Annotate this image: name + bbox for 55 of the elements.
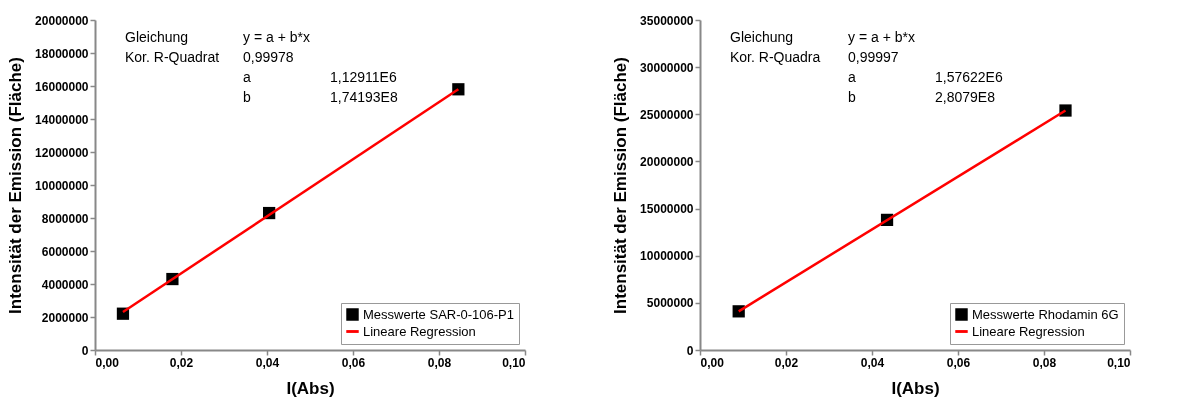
x-tick-label: 0,06 xyxy=(946,355,971,370)
y-tick-label: 35000000 xyxy=(640,13,694,28)
x-tick-label: 0,04 xyxy=(860,355,885,370)
legend-label: Lineare Regression xyxy=(972,323,1085,339)
y-tick-label: 20000000 xyxy=(640,154,694,169)
x-tick-label: 0,10 xyxy=(502,355,526,370)
annotation: 0,99997 xyxy=(848,49,899,65)
y-tick-label: 14000000 xyxy=(35,112,89,127)
annotation: 1,57622E6 xyxy=(935,69,1003,85)
y-tick-label: 15000000 xyxy=(640,202,694,217)
x-tick-label: 0,02 xyxy=(774,355,799,370)
x-axis-title: I(Abs) xyxy=(891,378,940,398)
annotation: 1,74193E8 xyxy=(330,89,398,105)
x-tick-label: 0,08 xyxy=(1032,355,1057,370)
x-tick-label: 0,04 xyxy=(255,355,280,370)
x-tick-label: 0,02 xyxy=(169,355,194,370)
annotation: y = a + b*x xyxy=(243,29,310,45)
annotation: 0,99978 xyxy=(243,49,294,65)
y-tick-label: 10000000 xyxy=(35,178,89,193)
annotation: Gleichung xyxy=(125,29,189,45)
x-axis-title: I(Abs) xyxy=(286,378,335,398)
x-tick-label: 0,10 xyxy=(1107,355,1131,370)
y-tick-label: 18000000 xyxy=(35,46,89,61)
y-tick-label: 0 xyxy=(686,343,694,358)
y-tick-label: 16000000 xyxy=(35,79,89,94)
x-tick-label: 0,00 xyxy=(95,355,120,370)
x-tick-label: 0,08 xyxy=(427,355,452,370)
y-tick-label: 20000000 xyxy=(35,13,89,28)
x-tick-label: 0,00 xyxy=(700,355,725,370)
y-tick-label: 12000000 xyxy=(35,145,89,160)
annotation: Kor. R-Quadra xyxy=(730,49,821,65)
annotation: 1,12911E6 xyxy=(330,69,397,85)
legend-label: Messwerte Rhodamin 6G xyxy=(972,306,1119,322)
x-tick-label: 0,06 xyxy=(341,355,366,370)
y-tick-label: 0 xyxy=(81,343,89,358)
y-tick-label: 5000000 xyxy=(646,296,694,311)
y-tick-label: 10000000 xyxy=(640,249,694,264)
annotation: a xyxy=(243,69,251,85)
y-axis-title: Intensität der Emission (Fläche) xyxy=(6,57,26,314)
y-tick-label: 30000000 xyxy=(640,60,694,75)
annotation: b xyxy=(848,89,856,105)
annotation: y = a + b*x xyxy=(848,29,915,45)
annotation: a xyxy=(848,69,856,85)
y-tick-label: 2000000 xyxy=(41,310,89,325)
legend-label: Lineare Regression xyxy=(363,323,476,339)
y-tick-label: 4000000 xyxy=(41,277,89,292)
annotation: Gleichung xyxy=(730,29,794,45)
y-axis-title: Intensität der Emission (Fläche) xyxy=(611,57,631,314)
annotation: Kor. R-Quadrat xyxy=(125,49,220,65)
legend-label: Messwerte SAR-0-106-P1 xyxy=(363,306,514,322)
y-tick-label: 8000000 xyxy=(41,211,89,226)
annotation: 2,8079E8 xyxy=(935,89,996,105)
annotation: b xyxy=(243,89,251,105)
y-tick-label: 6000000 xyxy=(41,244,89,259)
y-tick-label: 25000000 xyxy=(640,107,694,122)
